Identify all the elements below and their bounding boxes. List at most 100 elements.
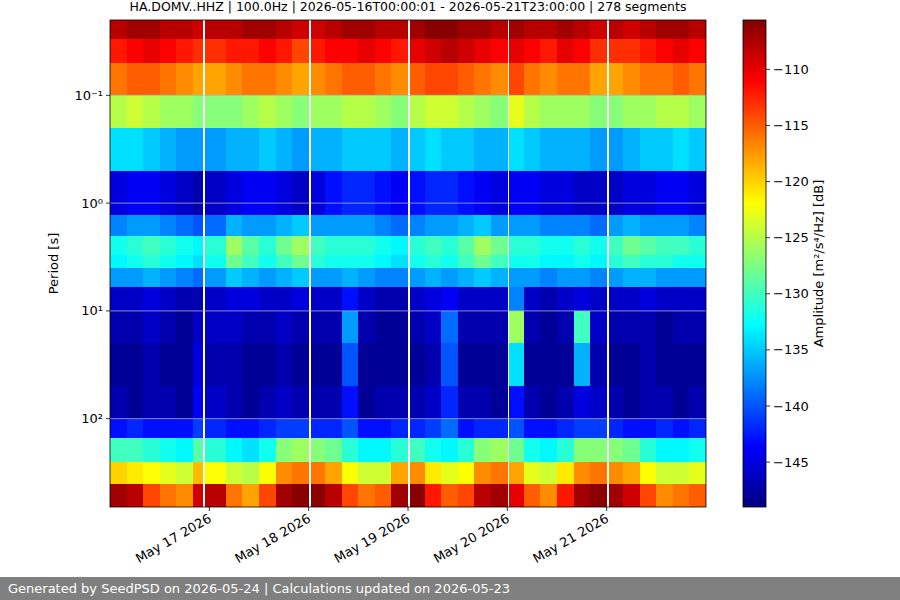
cell: [656, 171, 673, 216]
cell: [127, 343, 144, 386]
cell: [292, 171, 309, 216]
cell: [557, 255, 574, 269]
cell: [160, 39, 177, 63]
cell: [342, 462, 359, 484]
cell: [425, 128, 442, 171]
cell: [160, 386, 177, 419]
cell: [474, 484, 491, 507]
cell: [590, 63, 607, 96]
cell: [342, 268, 359, 287]
cell: [509, 171, 524, 216]
cell: [509, 462, 524, 484]
cell: [391, 39, 408, 63]
cell: [474, 236, 491, 255]
cell: [292, 484, 309, 507]
cell: [474, 438, 491, 462]
cell: [358, 171, 375, 216]
cell: [557, 128, 574, 171]
cell: [276, 419, 293, 438]
cell: [491, 215, 508, 236]
cell: [311, 419, 326, 438]
cell: [226, 268, 243, 287]
cell: [609, 255, 624, 269]
cell: [311, 311, 326, 344]
cell: [689, 255, 706, 269]
cell: [574, 311, 591, 344]
cell: [425, 268, 442, 287]
cell: [656, 462, 673, 484]
cell: [342, 95, 359, 128]
cell: [160, 215, 177, 236]
cell: [509, 419, 524, 438]
cell: [689, 419, 706, 438]
cell: [540, 419, 557, 438]
cell: [474, 20, 491, 39]
cell: [689, 386, 706, 419]
cell: [524, 419, 541, 438]
cell: [325, 268, 342, 287]
cell: [441, 215, 458, 236]
grid-line: [110, 310, 706, 311]
cell: [193, 215, 203, 236]
cell: [640, 236, 657, 255]
cell: [574, 171, 591, 216]
cell: [127, 63, 144, 96]
cell: [623, 484, 640, 507]
cell: [458, 236, 475, 255]
cell: [491, 386, 508, 419]
cell: [557, 268, 574, 287]
cell: [640, 386, 657, 419]
cell: [540, 287, 557, 311]
cell: [640, 287, 657, 311]
cell: [193, 462, 203, 484]
cell: [110, 128, 127, 171]
colorbar-tick: [766, 462, 770, 463]
y-tick-label: 10⁻¹: [74, 88, 103, 103]
cell: [491, 20, 508, 39]
cell: [524, 63, 541, 96]
cell: [574, 484, 591, 507]
cell: [143, 419, 160, 438]
cell: [226, 287, 243, 311]
cell: [410, 386, 425, 419]
cell: [226, 171, 243, 216]
x-tick: [209, 507, 210, 511]
cell: [325, 484, 342, 507]
cell: [391, 462, 408, 484]
colorbar-tick-label: −115: [773, 118, 809, 133]
cell: [375, 287, 392, 311]
cell: [458, 63, 475, 96]
colorbar-tick-label: −130: [773, 286, 809, 301]
cell: [623, 287, 640, 311]
cell: [574, 419, 591, 438]
cell: [342, 39, 359, 63]
cell: [342, 438, 359, 462]
cell: [640, 462, 657, 484]
cell: [342, 386, 359, 419]
cell: [623, 128, 640, 171]
colorbar-tick: [766, 69, 770, 70]
cell: [311, 268, 326, 287]
cell: [540, 438, 557, 462]
cell: [524, 215, 541, 236]
cell: [673, 255, 690, 269]
cell: [342, 419, 359, 438]
cell: [276, 95, 293, 128]
cell: [110, 171, 127, 216]
cell: [458, 438, 475, 462]
cell: [540, 311, 557, 344]
cell: [205, 236, 226, 255]
cell: [259, 311, 276, 344]
colorbar-tick: [766, 237, 770, 238]
cell: [143, 343, 160, 386]
cell: [358, 386, 375, 419]
cell: [410, 236, 425, 255]
cell: [358, 268, 375, 287]
cell: [640, 95, 657, 128]
cell: [524, 171, 541, 216]
cell: [441, 171, 458, 216]
cell: [458, 215, 475, 236]
cell: [276, 255, 293, 269]
cell: [242, 311, 259, 344]
cell: [540, 484, 557, 507]
